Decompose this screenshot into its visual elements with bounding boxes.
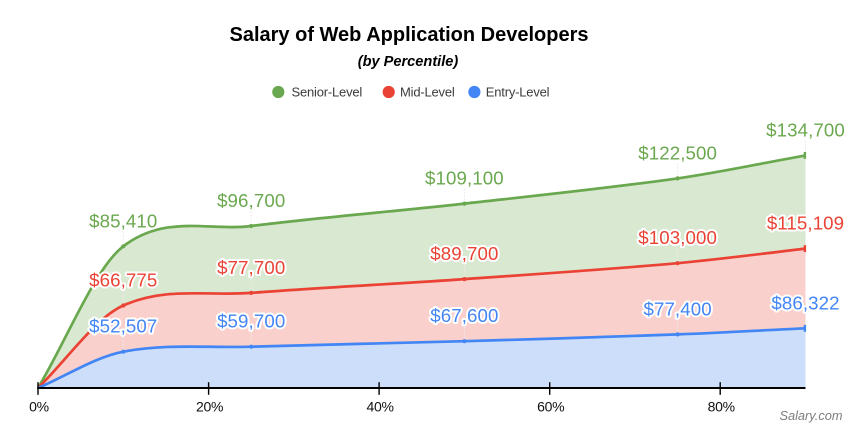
svg-text:80%: 80% (708, 399, 735, 415)
svg-text:$96,700: $96,700 (217, 190, 285, 211)
svg-text:Senior-Level: Senior-Level (292, 85, 363, 100)
svg-text:Mid-Level: Mid-Level (400, 85, 455, 100)
svg-text:20%: 20% (196, 399, 223, 415)
svg-text:$59,700: $59,700 (217, 311, 285, 332)
svg-text:$109,100: $109,100 (425, 168, 504, 189)
svg-text:$122,500: $122,500 (638, 142, 717, 163)
svg-text:0%: 0% (29, 399, 49, 415)
svg-text:Salary.com: Salary.com (779, 408, 842, 423)
svg-text:$77,700: $77,700 (217, 257, 285, 278)
svg-text:$52,507: $52,507 (89, 316, 157, 337)
svg-text:$115,109: $115,109 (767, 213, 844, 234)
svg-text:Entry-Level: Entry-Level (486, 85, 550, 100)
svg-text:$66,775: $66,775 (89, 270, 157, 291)
svg-text:$86,322: $86,322 (771, 292, 839, 313)
svg-text:$77,400: $77,400 (643, 298, 711, 319)
svg-text:(by Percentile): (by Percentile) (358, 54, 459, 70)
svg-text:60%: 60% (537, 399, 564, 415)
svg-text:40%: 40% (367, 399, 394, 415)
svg-text:$85,410: $85,410 (89, 210, 157, 231)
svg-text:$134,700: $134,700 (766, 119, 845, 140)
svg-text:Salary of Web Application Deve: Salary of Web Application Developers (230, 24, 589, 46)
svg-text:$103,000: $103,000 (638, 227, 717, 248)
svg-text:$67,600: $67,600 (430, 305, 498, 326)
svg-text:$89,700: $89,700 (430, 243, 498, 264)
